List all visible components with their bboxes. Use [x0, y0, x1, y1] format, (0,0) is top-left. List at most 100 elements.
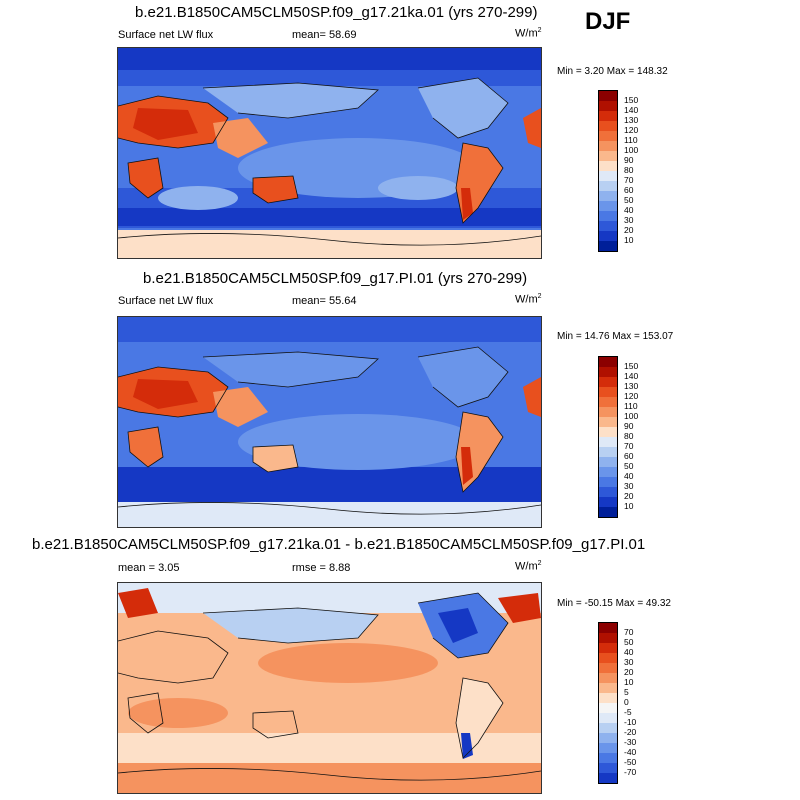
- season-label: DJF: [585, 8, 631, 35]
- colorbar-label: 30: [624, 657, 634, 667]
- colorbar-label: 0: [624, 697, 629, 707]
- panel1-mean-label: mean=: [292, 29, 326, 41]
- colorbar-label: 10: [624, 235, 634, 245]
- panel1-colorbar: [598, 90, 618, 252]
- colorbar-label: 10: [624, 501, 634, 511]
- panel3-map: [117, 582, 542, 794]
- panel1-map-field: [118, 48, 541, 258]
- colorbar-label: 50: [624, 195, 634, 205]
- colorbar-swatch: [599, 477, 617, 487]
- colorbar-label: 120: [624, 125, 639, 135]
- colorbar-swatch: [599, 121, 617, 131]
- colorbar-swatch: [599, 753, 617, 763]
- colorbar-swatch: [599, 447, 617, 457]
- colorbar-swatch: [599, 663, 617, 673]
- colorbar-swatch: [599, 467, 617, 477]
- colorbar-swatch: [599, 497, 617, 507]
- colorbar-label: 40: [624, 471, 634, 481]
- colorbar-swatch: [599, 211, 617, 221]
- colorbar-swatch: [599, 633, 617, 643]
- colorbar-swatch: [599, 693, 617, 703]
- colorbar-label: -20: [624, 727, 637, 737]
- panel1-title: b.e21.B1850CAM5CLM50SP.f09_g17.21ka.01 (…: [135, 4, 538, 21]
- colorbar-swatch: [599, 231, 617, 241]
- colorbar-swatch: [599, 357, 617, 367]
- colorbar-swatch: [599, 713, 617, 723]
- colorbar-swatch: [599, 221, 617, 231]
- colorbar-label: 150: [624, 95, 639, 105]
- colorbar-swatch: [599, 733, 617, 743]
- colorbar-label: 60: [624, 451, 634, 461]
- colorbar-swatch: [599, 161, 617, 171]
- panel1-colorbar-labels: 150 140 130 120 110 100 90 80 70 60 50 40 30 20 10: [624, 90, 638, 250]
- colorbar-swatch: [599, 683, 617, 693]
- colorbar-swatch: [599, 417, 617, 427]
- colorbar-label: 30: [624, 481, 634, 491]
- panel3-rmse-value: 8.88: [329, 562, 351, 574]
- colorbar-label: 130: [624, 115, 639, 125]
- colorbar-swatch: [599, 723, 617, 733]
- colorbar-label: -40: [624, 747, 637, 757]
- colorbar-swatch: [599, 141, 617, 151]
- colorbar-swatch: [599, 181, 617, 191]
- panel3-units: W/m2: [515, 560, 542, 573]
- colorbar-swatch: [599, 507, 617, 517]
- colorbar-label: 10: [624, 677, 634, 687]
- panel3-colorbar: [598, 622, 618, 784]
- colorbar-swatch: [599, 377, 617, 387]
- colorbar-label: 80: [624, 431, 634, 441]
- panel2-map-field: [118, 317, 541, 527]
- panel2-colorbar: [598, 356, 618, 518]
- colorbar-label: 100: [624, 411, 639, 421]
- panel3-rmse-label: rmse =: [292, 562, 326, 574]
- panel1-mean-value: 58.69: [329, 29, 357, 41]
- colorbar-label: 20: [624, 491, 634, 501]
- panel3-colorbar-labels: 70 50 40 30 20 10 5 0 -5 -10 -20 -30 -40 -50 -70: [624, 622, 636, 782]
- colorbar-label: 110: [624, 135, 638, 145]
- panel2-title: b.e21.B1850CAM5CLM50SP.f09_g17.PI.01 (yr…: [143, 270, 528, 287]
- panel2-minmax: Min = 14.76 Max = 153.07: [557, 331, 674, 342]
- colorbar-swatch: [599, 643, 617, 653]
- colorbar-label: 100: [624, 145, 639, 155]
- colorbar-swatch: [599, 487, 617, 497]
- colorbar-label: 120: [624, 391, 639, 401]
- colorbar-swatch: [599, 457, 617, 467]
- panel2-mean-label: mean=: [292, 295, 326, 307]
- colorbar-label: 20: [624, 225, 634, 235]
- colorbar-swatch: [599, 763, 617, 773]
- colorbar-label: 40: [624, 647, 634, 657]
- colorbar-label: 150: [624, 361, 639, 371]
- colorbar-swatch: [599, 673, 617, 683]
- colorbar-label: 50: [624, 637, 634, 647]
- colorbar-label: -70: [624, 767, 637, 777]
- colorbar-swatch: [599, 101, 617, 111]
- colorbar-swatch: [599, 427, 617, 437]
- colorbar-swatch: [599, 241, 617, 251]
- colorbar-swatch: [599, 773, 617, 783]
- panel3-minmax: Min = -50.15 Max = 49.32: [557, 598, 671, 609]
- colorbar-label: 140: [624, 105, 639, 115]
- colorbar-label: 140: [624, 371, 639, 381]
- colorbar-swatch: [599, 743, 617, 753]
- colorbar-swatch: [599, 131, 617, 141]
- panel2-mean-value: 55.64: [329, 295, 357, 307]
- panel2-variable: Surface net LW flux: [118, 295, 214, 307]
- panel3-mean: mean = 3.05: [118, 562, 179, 574]
- panel1-minmax: Min = 3.20 Max = 148.32: [557, 66, 668, 77]
- colorbar-swatch: [599, 623, 617, 633]
- colorbar-label: 20: [624, 667, 634, 677]
- colorbar-label: 90: [624, 155, 634, 165]
- colorbar-swatch: [599, 151, 617, 161]
- colorbar-label: -30: [624, 737, 637, 747]
- panel3-mean-label: mean =: [118, 562, 155, 574]
- colorbar-swatch: [599, 91, 617, 101]
- colorbar-label: 110: [624, 401, 638, 411]
- colorbar-label: 40: [624, 205, 634, 215]
- colorbar-swatch: [599, 653, 617, 663]
- colorbar-label: 90: [624, 421, 634, 431]
- panel1-variable: Surface net LW flux: [118, 29, 214, 41]
- panel1-mean: mean= 58.69: [292, 29, 357, 41]
- panel1-units: W/m2: [515, 27, 542, 40]
- panel3-title: b.e21.B1850CAM5CLM50SP.f09_g17.21ka.01 -…: [32, 536, 646, 553]
- panel3-map-field: [118, 583, 541, 793]
